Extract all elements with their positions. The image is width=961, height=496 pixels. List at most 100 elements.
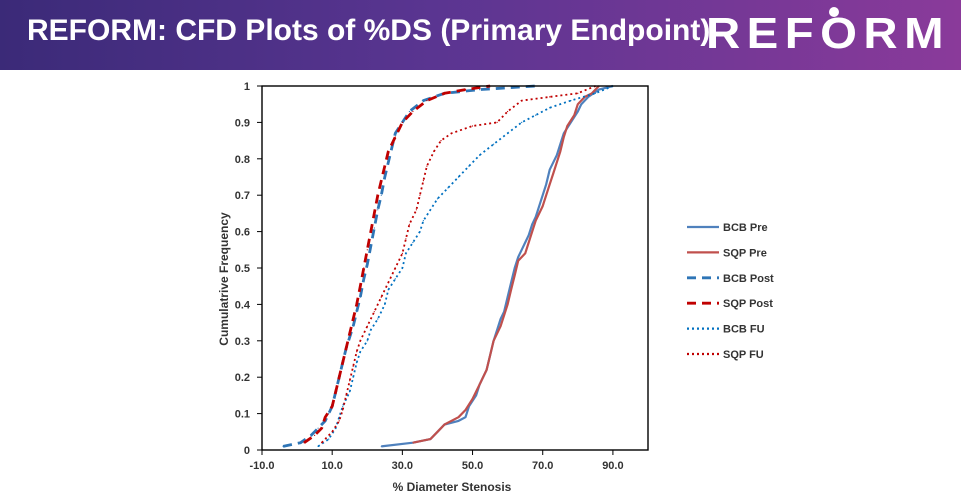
data-point-sqp-pre	[510, 289, 512, 291]
data-point-bcb-post	[384, 176, 386, 178]
x-tick-label: 30.0	[392, 460, 413, 472]
data-point-bcb-post	[366, 263, 368, 265]
series-line-bcb-pre	[381, 84, 614, 448]
data-point-sqp-post	[321, 427, 323, 429]
data-point-bcb-fu	[317, 445, 319, 447]
series-line-bcb-post	[282, 84, 536, 448]
legend-label-bcb-fu: BCB FU	[723, 324, 765, 336]
data-point-bcb-pre	[517, 256, 519, 258]
legend-label-sqp-post: SQP Post	[723, 298, 773, 310]
y-tick-label: 0.2	[235, 372, 250, 384]
data-point-sqp-pre	[443, 423, 446, 426]
data-point-sqp-post	[384, 165, 386, 167]
legend: BCB Pre SQP Pre BCB Post SQP Post BCB FU SQP …	[687, 222, 774, 361]
data-point-bcb-fu	[387, 289, 389, 291]
data-point-sqp-post	[373, 212, 375, 214]
data-point-sqp-pre	[486, 369, 488, 371]
data-point-bcb-post	[373, 227, 375, 229]
data-point-bcb-fu	[366, 340, 368, 342]
data-point-bcb-post	[370, 245, 372, 247]
data-point-sqp-pre	[493, 340, 495, 342]
data-point-sqp-pre	[436, 431, 439, 433]
data-point-bcb-post	[422, 100, 424, 102]
data-point-sqp-fu	[471, 125, 474, 127]
data-point-bcb-fu	[356, 362, 358, 364]
data-point-sqp-fu	[450, 132, 453, 134]
data-point-sqp-post	[401, 121, 403, 123]
data-point-sqp-post	[335, 391, 337, 393]
data-point-bcb-pre	[528, 234, 530, 236]
data-point-sqp-post	[342, 362, 344, 364]
data-point-bcb-fu	[394, 278, 396, 280]
data-point-bcb-fu	[468, 165, 470, 167]
data-point-sqp-post	[303, 442, 305, 444]
data-point-sqp-pre	[552, 172, 554, 174]
data-point-sqp-pre	[535, 220, 537, 222]
data-point-sqp-post	[324, 416, 326, 418]
data-point-sqp-fu	[521, 100, 523, 102]
legend-label-bcb-post: BCB Post	[723, 273, 774, 285]
series-line-sqp-pre	[412, 85, 600, 444]
data-point-sqp-fu	[366, 325, 368, 327]
data-point-bcb-fu	[457, 176, 460, 178]
data-point-bcb-pre	[542, 194, 544, 196]
data-point-sqp-post	[380, 180, 382, 182]
data-point-sqp-fu	[373, 311, 375, 313]
data-point-bcb-pre	[598, 89, 600, 91]
data-point-sqp-fu	[331, 431, 333, 433]
data-point-sqp-pre	[471, 398, 474, 400]
plot-area	[282, 84, 614, 448]
data-point-bcb-post	[356, 311, 358, 313]
y-tick-label: 0.4	[235, 299, 251, 311]
data-point-sqp-fu	[440, 140, 442, 142]
y-tick-label: 0.6	[235, 227, 250, 239]
data-point-bcb-fu	[535, 114, 537, 116]
axes: 0 0.1 0.2 0.3 0.4 0.5 0.6 0.7 0.8 0.9 1 -10.0 10.0 30…	[235, 81, 649, 472]
data-point-sqp-pre	[503, 314, 505, 316]
y-tick-label: 0	[244, 445, 250, 457]
data-point-bcb-post	[363, 278, 365, 280]
data-point-bcb-pre	[524, 241, 526, 244]
data-point-bcb-fu	[479, 154, 481, 156]
data-point-bcb-pre	[475, 394, 477, 396]
data-point-sqp-post	[366, 249, 368, 251]
data-point-bcb-fu	[370, 329, 372, 331]
data-point-bcb-post	[394, 132, 396, 134]
y-tick-label: 0.7	[235, 190, 250, 202]
data-point-sqp-pre	[412, 442, 414, 444]
data-point-sqp-pre	[479, 383, 481, 386]
data-point-bcb-post	[387, 161, 389, 163]
data-point-sqp-pre	[559, 150, 561, 153]
data-point-sqp-post	[412, 110, 414, 113]
data-point-sqp-pre	[517, 260, 519, 262]
data-point-sqp-fu	[507, 110, 509, 113]
data-point-bcb-post	[359, 296, 361, 298]
data-point-sqp-fu	[345, 394, 347, 396]
data-point-bcb-post	[380, 194, 382, 196]
data-point-bcb-pre	[507, 296, 509, 298]
data-point-sqp-post	[338, 376, 340, 378]
data-point-sqp-pre	[528, 241, 530, 244]
data-point-bcb-fu	[328, 438, 330, 440]
data-point-bcb-pre	[556, 154, 558, 156]
data-point-bcb-pre	[577, 110, 579, 113]
data-point-bcb-fu	[359, 351, 361, 353]
data-point-bcb-post	[352, 325, 354, 327]
y-tick-label: 1	[244, 81, 250, 93]
data-point-sqp-pre	[464, 409, 467, 411]
data-point-sqp-fu	[380, 296, 382, 298]
data-point-sqp-pre	[524, 252, 526, 254]
data-point-sqp-fu	[415, 209, 417, 211]
data-point-sqp-fu	[577, 92, 579, 94]
data-point-sqp-pre	[507, 303, 509, 305]
legend-label-sqp-fu: SQP FU	[723, 349, 764, 361]
x-axis-title: % Diameter Stenosis	[393, 480, 512, 494]
data-point-bcb-post	[282, 445, 284, 447]
data-point-bcb-pre	[496, 329, 498, 331]
data-point-bcb-fu	[401, 267, 403, 269]
data-point-bcb-pre	[549, 169, 551, 171]
data-point-sqp-pre	[500, 325, 502, 327]
data-point-sqp-fu	[387, 282, 389, 284]
data-point-bcb-pre	[521, 249, 523, 251]
data-point-bcb-post	[317, 427, 319, 429]
